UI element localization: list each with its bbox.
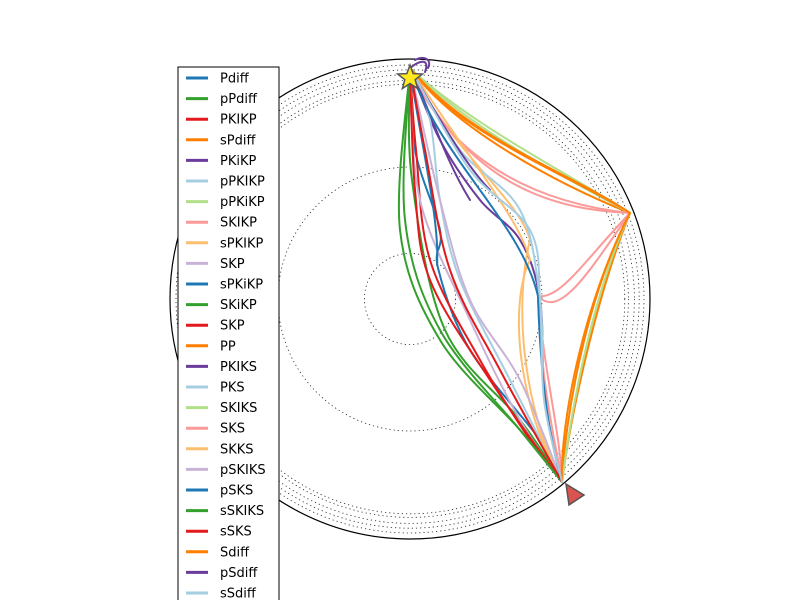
legend-label-ppkikp: pPKIKP — [220, 175, 265, 190]
legend-label-skp: SKP — [220, 319, 245, 334]
legend-label-spkikp: sPKiKP — [220, 278, 263, 293]
legend-label-pkiks: PKIKS — [220, 360, 257, 375]
internal-boundary-2 — [185, 74, 635, 524]
legend-label-skiks: SKIKS — [220, 401, 257, 416]
legend-label-ppkikp: pPKiKP — [220, 195, 265, 210]
legend-label-skp: SKP — [220, 257, 245, 272]
ray-path-pskiks — [409, 67, 563, 483]
legend-label-pkikp: PKIKP — [220, 113, 257, 128]
ray-path-ppdiff — [407, 67, 563, 483]
legend-label-skikp: SKiKP — [220, 298, 257, 313]
legend-label-pskiks: pSKIKS — [220, 463, 266, 478]
internal-boundary-3 — [191, 80, 629, 518]
legend-label-sks: SKS — [220, 422, 245, 437]
legend-label-sskiks: sSKIKS — [220, 504, 264, 519]
ray-paths — [397, 57, 631, 483]
legend-label-pks: PKS — [220, 381, 245, 396]
internal-boundary-6 — [363, 252, 456, 345]
ray-path-skks — [409, 67, 563, 483]
legend-label-pkikp: PKiKP — [220, 154, 257, 169]
internal-boundary-5 — [277, 166, 543, 432]
ray-path-ppkikp — [409, 67, 563, 483]
legend-label-pp: PP — [220, 339, 236, 354]
legend-label-skks: SKKS — [220, 442, 254, 457]
legend-label-psks: pSKS — [220, 484, 253, 499]
ray-path-sskiks — [397, 67, 563, 483]
legend-label-spkikp: sPKIKP — [220, 236, 263, 251]
earth-surface — [169, 58, 651, 540]
internal-boundary-4 — [194, 83, 626, 515]
ray-path-pkikp — [409, 67, 563, 483]
legend-label-sdiff: Sdiff — [220, 545, 250, 560]
legend: Pdiff pPdiff PKIKP sPdiff PKiKP pPKIKP pPKiKP S… — [177, 66, 280, 600]
legend-label-pdiff: Pdiff — [220, 72, 250, 87]
source-star-marker — [395, 62, 425, 91]
legend-label-ssdiff: sSdiff — [220, 587, 257, 600]
legend-label-ppdiff: pPdiff — [220, 92, 258, 107]
event-markers — [395, 62, 586, 507]
legend-label-ssks: sSKS — [220, 525, 252, 540]
internal-boundary-0 — [175, 64, 645, 534]
receiver-triangle-marker — [565, 482, 586, 507]
ray-path-ssdiff — [409, 67, 563, 483]
ray-path-skp — [409, 67, 563, 483]
legend-label-skikp: SKIKP — [220, 216, 257, 231]
ray-path-sdiff — [409, 67, 631, 483]
legend-label-psdiff: pSdiff — [220, 566, 258, 581]
legend-label-spdiff: sPdiff — [220, 133, 256, 148]
ray-path-ssks — [409, 67, 563, 483]
